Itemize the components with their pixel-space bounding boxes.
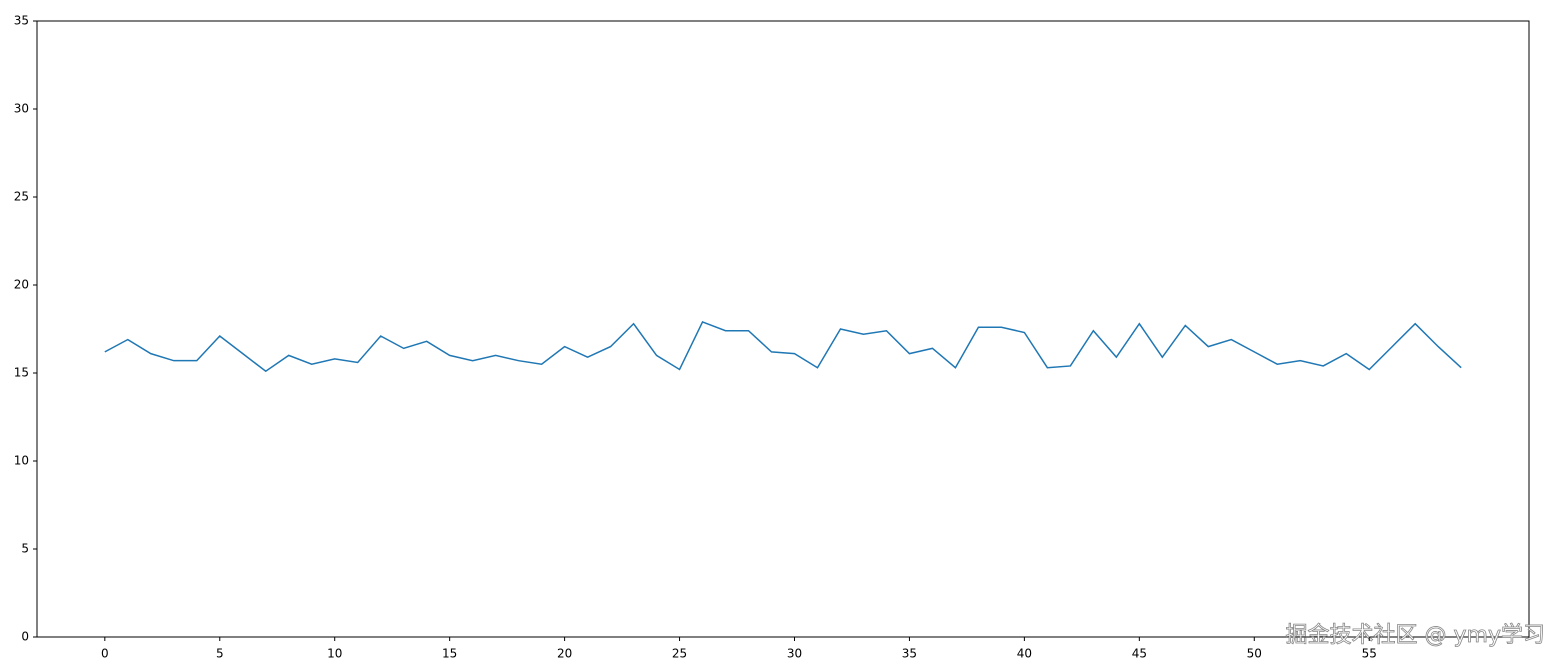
x-tick-label: 55 [1362,647,1377,661]
x-tick-label: 20 [557,647,572,661]
y-tick-label: 15 [14,366,29,380]
y-tick-label: 30 [14,102,29,116]
watermark: 掘金技术社区 @ ymy学习 [1286,623,1545,648]
plot-frame [36,20,1530,638]
y-tick-label: 5 [21,542,29,556]
data-line [104,321,1462,373]
x-tick-label: 25 [672,647,687,661]
x-tick-label: 15 [442,647,457,661]
y-tick-label: 0 [21,630,29,644]
y-tick-label: 35 [14,14,29,28]
x-tick-label: 45 [1132,647,1147,661]
x-tick-label: 10 [327,647,342,661]
x-tick-label: 50 [1247,647,1262,661]
x-tick-label: 5 [216,647,224,661]
x-tick-label: 0 [101,647,109,661]
y-tick-label: 20 [14,278,29,292]
y-tick-label: 10 [14,454,29,468]
x-tick-label: 35 [902,647,917,661]
x-tick-label: 40 [1017,647,1032,661]
y-tick-label: 25 [14,190,29,204]
x-tick-label: 30 [787,647,802,661]
